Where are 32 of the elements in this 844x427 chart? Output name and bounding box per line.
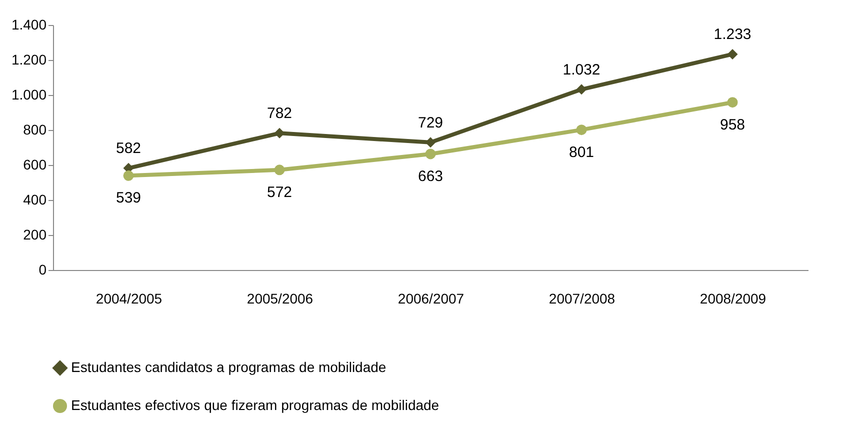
data-label: 782 (266, 105, 292, 122)
y-tick-label: 1.200 (11, 52, 47, 68)
y-tick-label: 200 (23, 226, 47, 242)
x-tick-label: 2004/2005 (96, 290, 162, 306)
x-tick-label: 2006/2007 (398, 290, 464, 306)
data-label: 539 (116, 190, 142, 207)
point (727, 48, 738, 60)
data-label: 1.233 (714, 26, 752, 44)
point (274, 164, 285, 176)
data-label: 801 (568, 144, 594, 161)
x-tick-label: 2005/2006 (246, 290, 314, 306)
x-tick-label: 2008/2009 (700, 290, 766, 306)
data-label: 663 (418, 168, 444, 185)
data-label: 572 (266, 184, 292, 201)
legend-label: Estudantes efectivos que fizeram programas de mobilidade (71, 397, 440, 413)
y-tick-label: 600 (23, 156, 47, 172)
y-tick-label: 1.400 (11, 16, 47, 32)
point (576, 124, 587, 136)
legend-label: Estudantes candidatos a programas de mobilidade (71, 359, 386, 375)
data-label: 958 (720, 116, 746, 134)
point (576, 84, 587, 95)
y-tick-label: 400 (23, 192, 47, 208)
data-label: 582 (116, 140, 142, 158)
y-tick-label: 800 (23, 122, 47, 138)
y-tick-label: 0 (38, 262, 47, 278)
data-label: 1.032 (562, 61, 600, 78)
x-tick-label: 2007/2008 (548, 290, 616, 306)
data-label: 729 (418, 114, 444, 132)
point (425, 148, 436, 160)
point (727, 97, 738, 108)
y-tick-label: 1.000 (11, 86, 47, 102)
point (123, 170, 134, 181)
